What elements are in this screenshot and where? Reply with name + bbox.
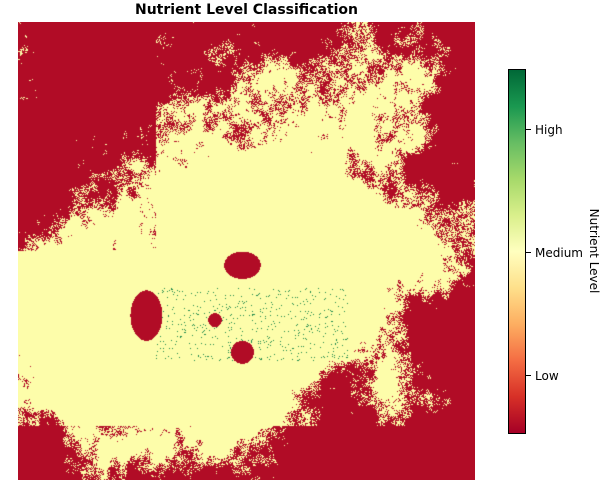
chart-title: Nutrient Level Classification xyxy=(134,2,358,18)
colorbar-label-low: Low xyxy=(535,369,559,383)
nutrient-map-raster xyxy=(18,22,475,480)
colorbar-label-high: High xyxy=(535,123,563,137)
colorbar-label-medium: Medium xyxy=(535,246,583,260)
colorbar-tick-low xyxy=(526,375,531,376)
colorbar-tick-medium xyxy=(526,252,531,253)
colorbar xyxy=(508,69,526,434)
nutrient-map xyxy=(18,22,475,480)
colorbar-title: Nutrient Level xyxy=(587,208,601,294)
colorbar-tick-high xyxy=(526,129,531,130)
